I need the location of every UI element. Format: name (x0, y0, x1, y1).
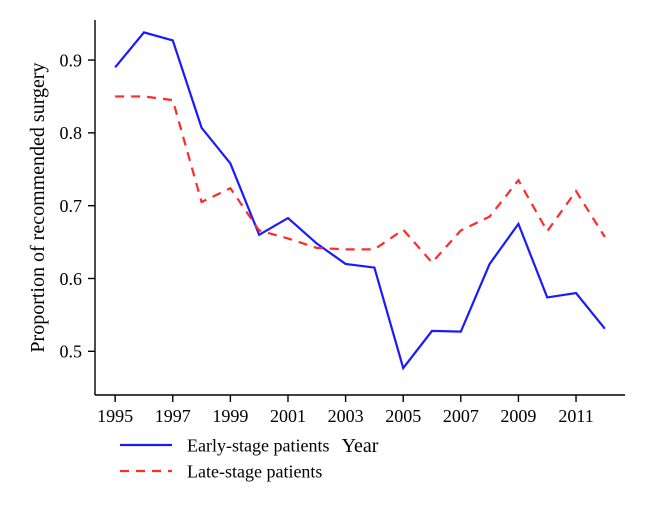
x-tick-label: 2011 (558, 406, 593, 426)
legend-label: Early-stage patients (187, 435, 329, 455)
x-axis-label: Year (342, 435, 379, 457)
x-tick-label: 2001 (270, 406, 306, 426)
y-tick-label: 0.6 (60, 269, 83, 289)
legend-label: Late-stage patients (187, 461, 322, 481)
x-tick-label: 2003 (328, 406, 364, 426)
y-tick-label: 0.5 (60, 342, 83, 362)
y-axis-label: Proportion of recommended surgery (27, 62, 49, 352)
chart-svg: 1995 1997 1999 2001 2003 2005 2007 2009 2011 0.5 0… (0, 0, 650, 505)
x-tick-label: 1995 (97, 406, 133, 426)
y-tick-label: 0.8 (60, 123, 83, 143)
x-tick-label: 1999 (212, 406, 248, 426)
y-tick-label: 0.7 (60, 196, 83, 216)
line-chart: 1995 1997 1999 2001 2003 2005 2007 2009 2011 0.5 0… (0, 0, 650, 505)
x-tick-label: 2005 (385, 406, 421, 426)
x-tick-label: 1997 (155, 406, 191, 426)
x-tick-label: 2007 (443, 406, 479, 426)
y-tick-label: 0.9 (60, 50, 83, 70)
x-tick-label: 2009 (500, 406, 536, 426)
